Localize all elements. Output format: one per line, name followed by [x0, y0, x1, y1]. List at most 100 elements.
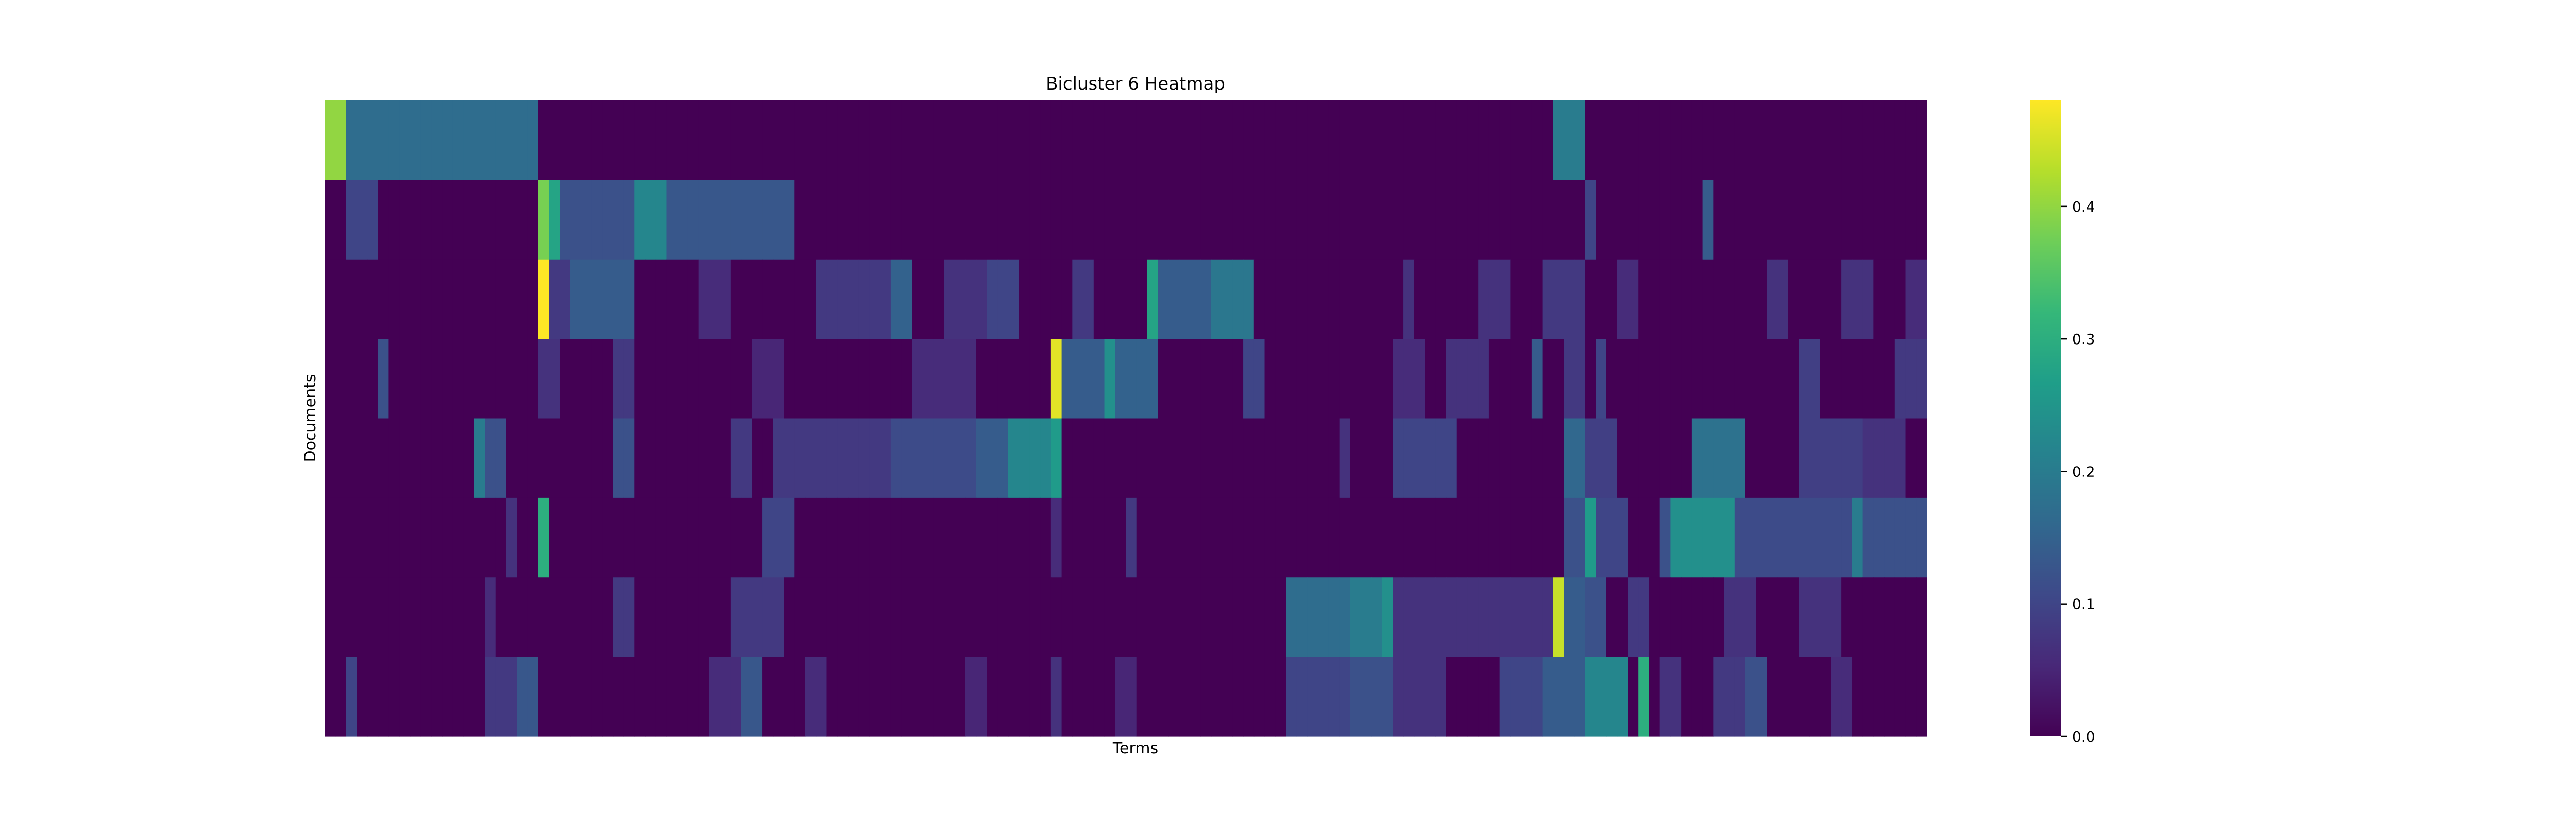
heatmap-cell	[1350, 418, 1361, 499]
heatmap-cell	[784, 577, 795, 658]
heatmap-cell	[1841, 497, 1853, 578]
heatmap-cell	[1724, 657, 1735, 737]
heatmap-cell	[1243, 180, 1255, 260]
heatmap-cell	[1072, 418, 1083, 499]
heatmap-cell	[1745, 418, 1756, 499]
heatmap-cell	[912, 418, 923, 499]
heatmap-cell	[442, 339, 453, 419]
heatmap-cell	[976, 418, 988, 499]
heatmap-cell	[1136, 577, 1148, 658]
heatmap-cell	[1328, 100, 1340, 180]
heatmap-cell	[858, 180, 870, 260]
heatmap-cell	[346, 497, 357, 578]
heatmap-cell	[709, 180, 720, 260]
heatmap-cell	[1253, 657, 1265, 737]
heatmap-cell	[933, 100, 945, 180]
heatmap-cell	[1200, 657, 1212, 737]
heatmap-cell	[1339, 100, 1350, 180]
heatmap-cell	[388, 339, 400, 419]
heatmap-cell	[1905, 259, 1917, 339]
heatmap-cell	[1072, 657, 1083, 737]
heatmap-cell	[1040, 657, 1052, 737]
heatmap-cell	[987, 100, 998, 180]
heatmap-cell	[1371, 418, 1383, 499]
heatmap-cell	[944, 418, 955, 499]
heatmap-cell	[1596, 339, 1607, 419]
heatmap-cell	[506, 497, 517, 578]
heatmap-cell	[1179, 259, 1190, 339]
heatmap-cell	[1456, 657, 1468, 737]
heatmap-cell	[1884, 180, 1895, 260]
heatmap-cell	[1809, 497, 1821, 578]
heatmap-cell	[474, 339, 485, 419]
heatmap-cell	[1393, 418, 1404, 499]
heatmap-cell	[1884, 577, 1895, 658]
heatmap-cell	[1521, 497, 1532, 578]
heatmap-cell	[1222, 657, 1233, 737]
heatmap-cell	[1467, 180, 1479, 260]
heatmap-cell	[1253, 577, 1265, 658]
heatmap-cell	[1596, 418, 1607, 499]
heatmap-cell	[1531, 497, 1543, 578]
heatmap-cell	[1499, 180, 1511, 260]
heatmap-cell	[591, 657, 603, 737]
heatmap-cell	[581, 577, 592, 658]
heatmap-cell	[880, 100, 891, 180]
heatmap-cell	[858, 577, 870, 658]
heatmap-cell	[805, 339, 817, 419]
heatmap-cell	[1243, 497, 1255, 578]
heatmap-cell	[378, 577, 389, 658]
heatmap-cell	[1713, 180, 1724, 260]
heatmap-cell	[890, 497, 902, 578]
heatmap-cell	[655, 657, 667, 737]
heatmap-cell	[335, 259, 347, 339]
heatmap-cell	[399, 577, 411, 658]
heatmap-cell	[1788, 180, 1799, 260]
heatmap-cell	[485, 339, 496, 419]
heatmap-cell	[1061, 180, 1073, 260]
heatmap-cell	[1478, 657, 1489, 737]
heatmap-cell	[1019, 259, 1030, 339]
heatmap-cell	[1628, 180, 1639, 260]
heatmap-cell	[1478, 418, 1489, 499]
heatmap-cell	[720, 497, 731, 578]
heatmap-cell	[1296, 657, 1308, 737]
heatmap-cell	[1745, 577, 1756, 658]
heatmap-cell	[944, 657, 955, 737]
heatmap-cell	[1190, 657, 1201, 737]
heatmap-cell	[1670, 180, 1682, 260]
heatmap-cell	[1115, 497, 1126, 578]
heatmap-cell	[1724, 100, 1735, 180]
heatmap-cell	[1040, 180, 1052, 260]
heatmap-cell	[1147, 577, 1158, 658]
heatmap-cell	[527, 418, 539, 499]
heatmap-cell	[1628, 259, 1639, 339]
heatmap-cell	[1371, 100, 1383, 180]
heatmap-cell	[1521, 577, 1532, 658]
heatmap-cell	[1061, 259, 1073, 339]
heatmap-cell	[442, 497, 453, 578]
heatmap-cell	[933, 418, 945, 499]
heatmap-cell	[495, 577, 507, 658]
heatmap-cell	[549, 100, 560, 180]
heatmap-cell	[1745, 657, 1756, 737]
heatmap-cell	[1200, 100, 1212, 180]
heatmap-cell	[955, 339, 966, 419]
heatmap-cell	[923, 497, 934, 578]
heatmap-cell	[869, 100, 880, 180]
heatmap-cell	[784, 180, 795, 260]
heatmap-cell	[1286, 339, 1297, 419]
colorbar	[2030, 100, 2061, 736]
heatmap-cell	[420, 497, 432, 578]
heatmap-cell	[634, 657, 646, 737]
heatmap-cell	[1115, 418, 1126, 499]
heatmap-cell	[1361, 180, 1372, 260]
heatmap-cell	[1371, 657, 1383, 737]
heatmap-cell	[1307, 577, 1318, 658]
heatmap-cell	[709, 497, 720, 578]
heatmap-cell	[1574, 100, 1586, 180]
heatmap-cell	[880, 657, 891, 737]
heatmap-cell	[1115, 100, 1126, 180]
heatmap-cell	[560, 100, 571, 180]
heatmap-cell	[388, 180, 400, 260]
